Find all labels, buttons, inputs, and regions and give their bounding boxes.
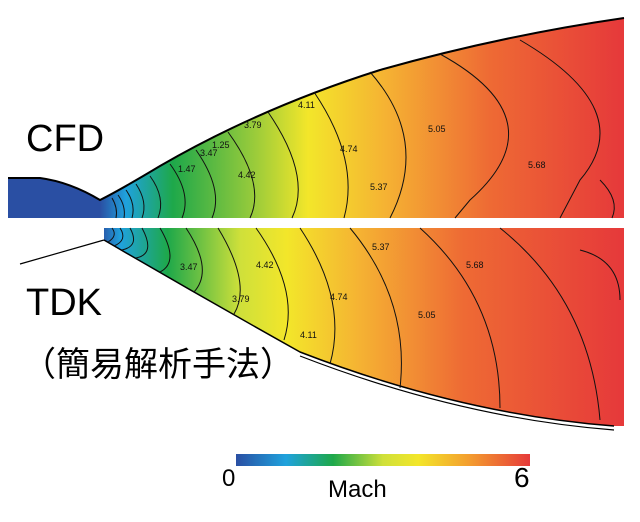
cfd-contour-label: 5.68	[528, 160, 546, 170]
cfd-contour-lines	[111, 39, 615, 219]
tdk-mach-field	[104, 228, 624, 426]
tdk-outer-wall	[299, 355, 615, 431]
cfd-chamber	[8, 178, 100, 218]
tdk-contour-label: 4.74	[330, 292, 348, 302]
tdk-contour-lines	[107, 227, 621, 421]
tdk-nozzle-wall	[103, 239, 615, 427]
cfd-contour-label: 3.79	[244, 120, 262, 130]
tdk-contour-label: 4.11	[300, 330, 317, 340]
tdk-contour-label: 4.42	[256, 260, 274, 270]
cfd-contour-label: 5.37	[370, 182, 388, 192]
cfd-half: 4.11 4.74 5.05 5.37 5.68 4.42 3.79 1.47 …	[8, 17, 625, 219]
colorbar-max-label: 6	[514, 462, 530, 493]
tdk-contour-labels: 5.37 5.68 5.05 4.74 4.42 3.79 3.47 4.11	[180, 242, 484, 340]
tdk-contour-label: 5.68	[466, 260, 484, 270]
cfd-contour-labels: 4.11 4.74 5.05 5.37 5.68 4.42 3.79 1.47 …	[178, 100, 546, 192]
colorbar-min-label: 0	[222, 465, 236, 492]
cfd-contour-label: 4.42	[238, 170, 256, 180]
simplified-method-label: （簡易解析手法）	[22, 345, 294, 385]
colorbar-title: Mach	[328, 476, 387, 503]
cfd-contour-label: 1.47	[178, 164, 196, 174]
cfd-contour-label: 1.25	[212, 140, 230, 150]
cfd-contour-label: 4.74	[340, 144, 358, 154]
cfd-contour-label: 3.47	[200, 148, 218, 158]
cfd-contour-label: 5.05	[428, 124, 446, 134]
cfd-label: CFD	[26, 118, 105, 160]
tdk-contour-label: 5.05	[418, 310, 436, 320]
tdk-contour-label: 3.47	[180, 262, 198, 272]
tdk-label: TDK	[26, 282, 102, 324]
colorbar	[236, 454, 530, 466]
tdk-contour-label: 5.37	[372, 242, 390, 252]
tdk-half: 5.37 5.68 5.05 4.74 4.42 3.79 3.47 4.11	[19, 227, 624, 431]
cfd-nozzle-wall	[8, 17, 625, 202]
tdk-wall-extension	[19, 239, 105, 265]
tdk-contour-label: 3.79	[232, 294, 250, 304]
cfd-contour-label: 4.11	[298, 100, 315, 110]
cfd-mach-field	[100, 18, 624, 218]
